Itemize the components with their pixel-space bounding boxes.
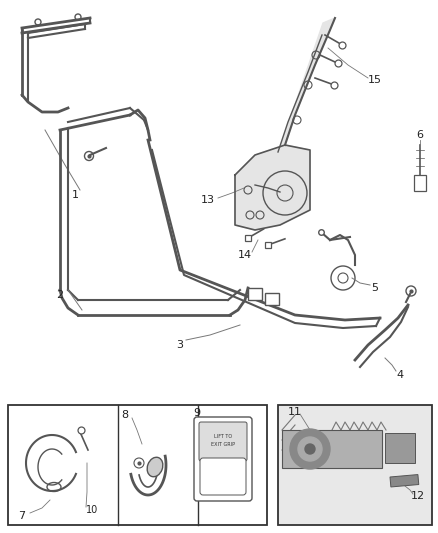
Bar bbox=[8, 405, 266, 525]
Text: 8: 8 bbox=[121, 410, 128, 420]
Text: 11: 11 bbox=[287, 407, 301, 417]
Text: 10: 10 bbox=[86, 505, 98, 515]
Text: 7: 7 bbox=[18, 511, 25, 521]
Bar bbox=[265, 293, 279, 305]
FancyBboxPatch shape bbox=[198, 422, 247, 461]
Polygon shape bbox=[234, 145, 309, 230]
Bar bbox=[384, 433, 414, 463]
Bar bbox=[389, 474, 418, 487]
Text: 14: 14 bbox=[237, 250, 251, 260]
FancyBboxPatch shape bbox=[200, 458, 245, 495]
Text: 5: 5 bbox=[371, 283, 378, 293]
Polygon shape bbox=[276, 18, 334, 157]
Circle shape bbox=[304, 444, 314, 454]
Text: EXIT GRIP: EXIT GRIP bbox=[211, 442, 234, 447]
Bar bbox=[247, 288, 261, 300]
Text: 6: 6 bbox=[416, 130, 423, 140]
Text: 15: 15 bbox=[367, 75, 381, 85]
Text: LIFT TO: LIFT TO bbox=[213, 434, 232, 439]
FancyBboxPatch shape bbox=[194, 417, 251, 501]
Text: 1: 1 bbox=[71, 190, 78, 200]
Circle shape bbox=[290, 429, 329, 469]
Bar bbox=[281, 430, 381, 468]
Bar bbox=[413, 175, 425, 191]
Text: 3: 3 bbox=[176, 340, 183, 350]
Ellipse shape bbox=[147, 457, 162, 477]
Text: 4: 4 bbox=[396, 370, 403, 380]
Text: 2: 2 bbox=[57, 290, 64, 300]
Circle shape bbox=[297, 437, 321, 461]
Text: 12: 12 bbox=[410, 491, 424, 501]
Text: 9: 9 bbox=[193, 408, 200, 418]
Bar bbox=[277, 405, 431, 525]
Text: 13: 13 bbox=[201, 195, 215, 205]
